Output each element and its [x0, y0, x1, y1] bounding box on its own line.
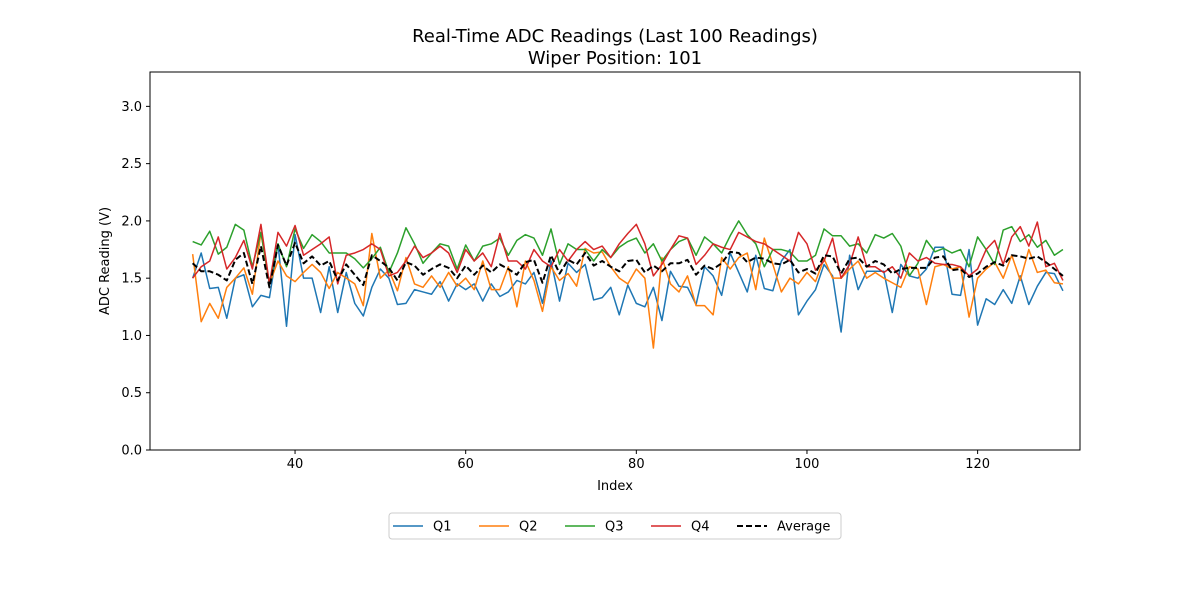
- x-axis-label: Index: [597, 479, 633, 494]
- y-tick-label: 1.5: [121, 272, 142, 287]
- legend-label-q2: Q2: [519, 520, 538, 535]
- y-tick-label: 0.0: [121, 444, 142, 459]
- y-tick-label: 2.0: [121, 214, 142, 229]
- series-layer: [191, 220, 1064, 349]
- legend: Q1 Q2 Q3 Q4 Average: [388, 512, 842, 540]
- y-axis-label: ADC Reading (V): [98, 207, 113, 315]
- x-tick-label: 40: [287, 457, 304, 472]
- x-tick-label: 100: [795, 457, 820, 472]
- legend-label-q4: Q4: [691, 520, 710, 535]
- series-line-average: [191, 241, 1064, 289]
- x-tick-label: 80: [628, 457, 645, 472]
- legend-label-q1: Q1: [433, 520, 452, 535]
- x-tick-label: 60: [457, 457, 474, 472]
- plot-frame: [149, 71, 1081, 451]
- y-tick-label: 1.0: [121, 329, 142, 344]
- x-axis: 40 60 80 100 120: [287, 450, 990, 472]
- y-tick-label: 0.5: [121, 386, 142, 401]
- x-tick-label: 120: [965, 457, 990, 472]
- chart-title: Real-Time ADC Readings (Last 100 Reading…: [412, 26, 818, 47]
- series-line-q4: [192, 221, 1064, 285]
- y-tick-label: 3.0: [121, 100, 142, 115]
- series-line-q2: [191, 231, 1064, 349]
- series-line-q1: [191, 233, 1064, 333]
- legend-label-q3: Q3: [605, 520, 624, 535]
- legend-box: [388, 512, 842, 540]
- series-line-q3: [192, 220, 1064, 285]
- chart-subtitle: Wiper Position: 101: [528, 48, 702, 69]
- y-axis: 0.0 0.5 1.0 1.5 2.0 2.5 3.0: [121, 100, 150, 459]
- legend-label-average: Average: [777, 520, 830, 535]
- y-tick-label: 2.5: [121, 157, 142, 172]
